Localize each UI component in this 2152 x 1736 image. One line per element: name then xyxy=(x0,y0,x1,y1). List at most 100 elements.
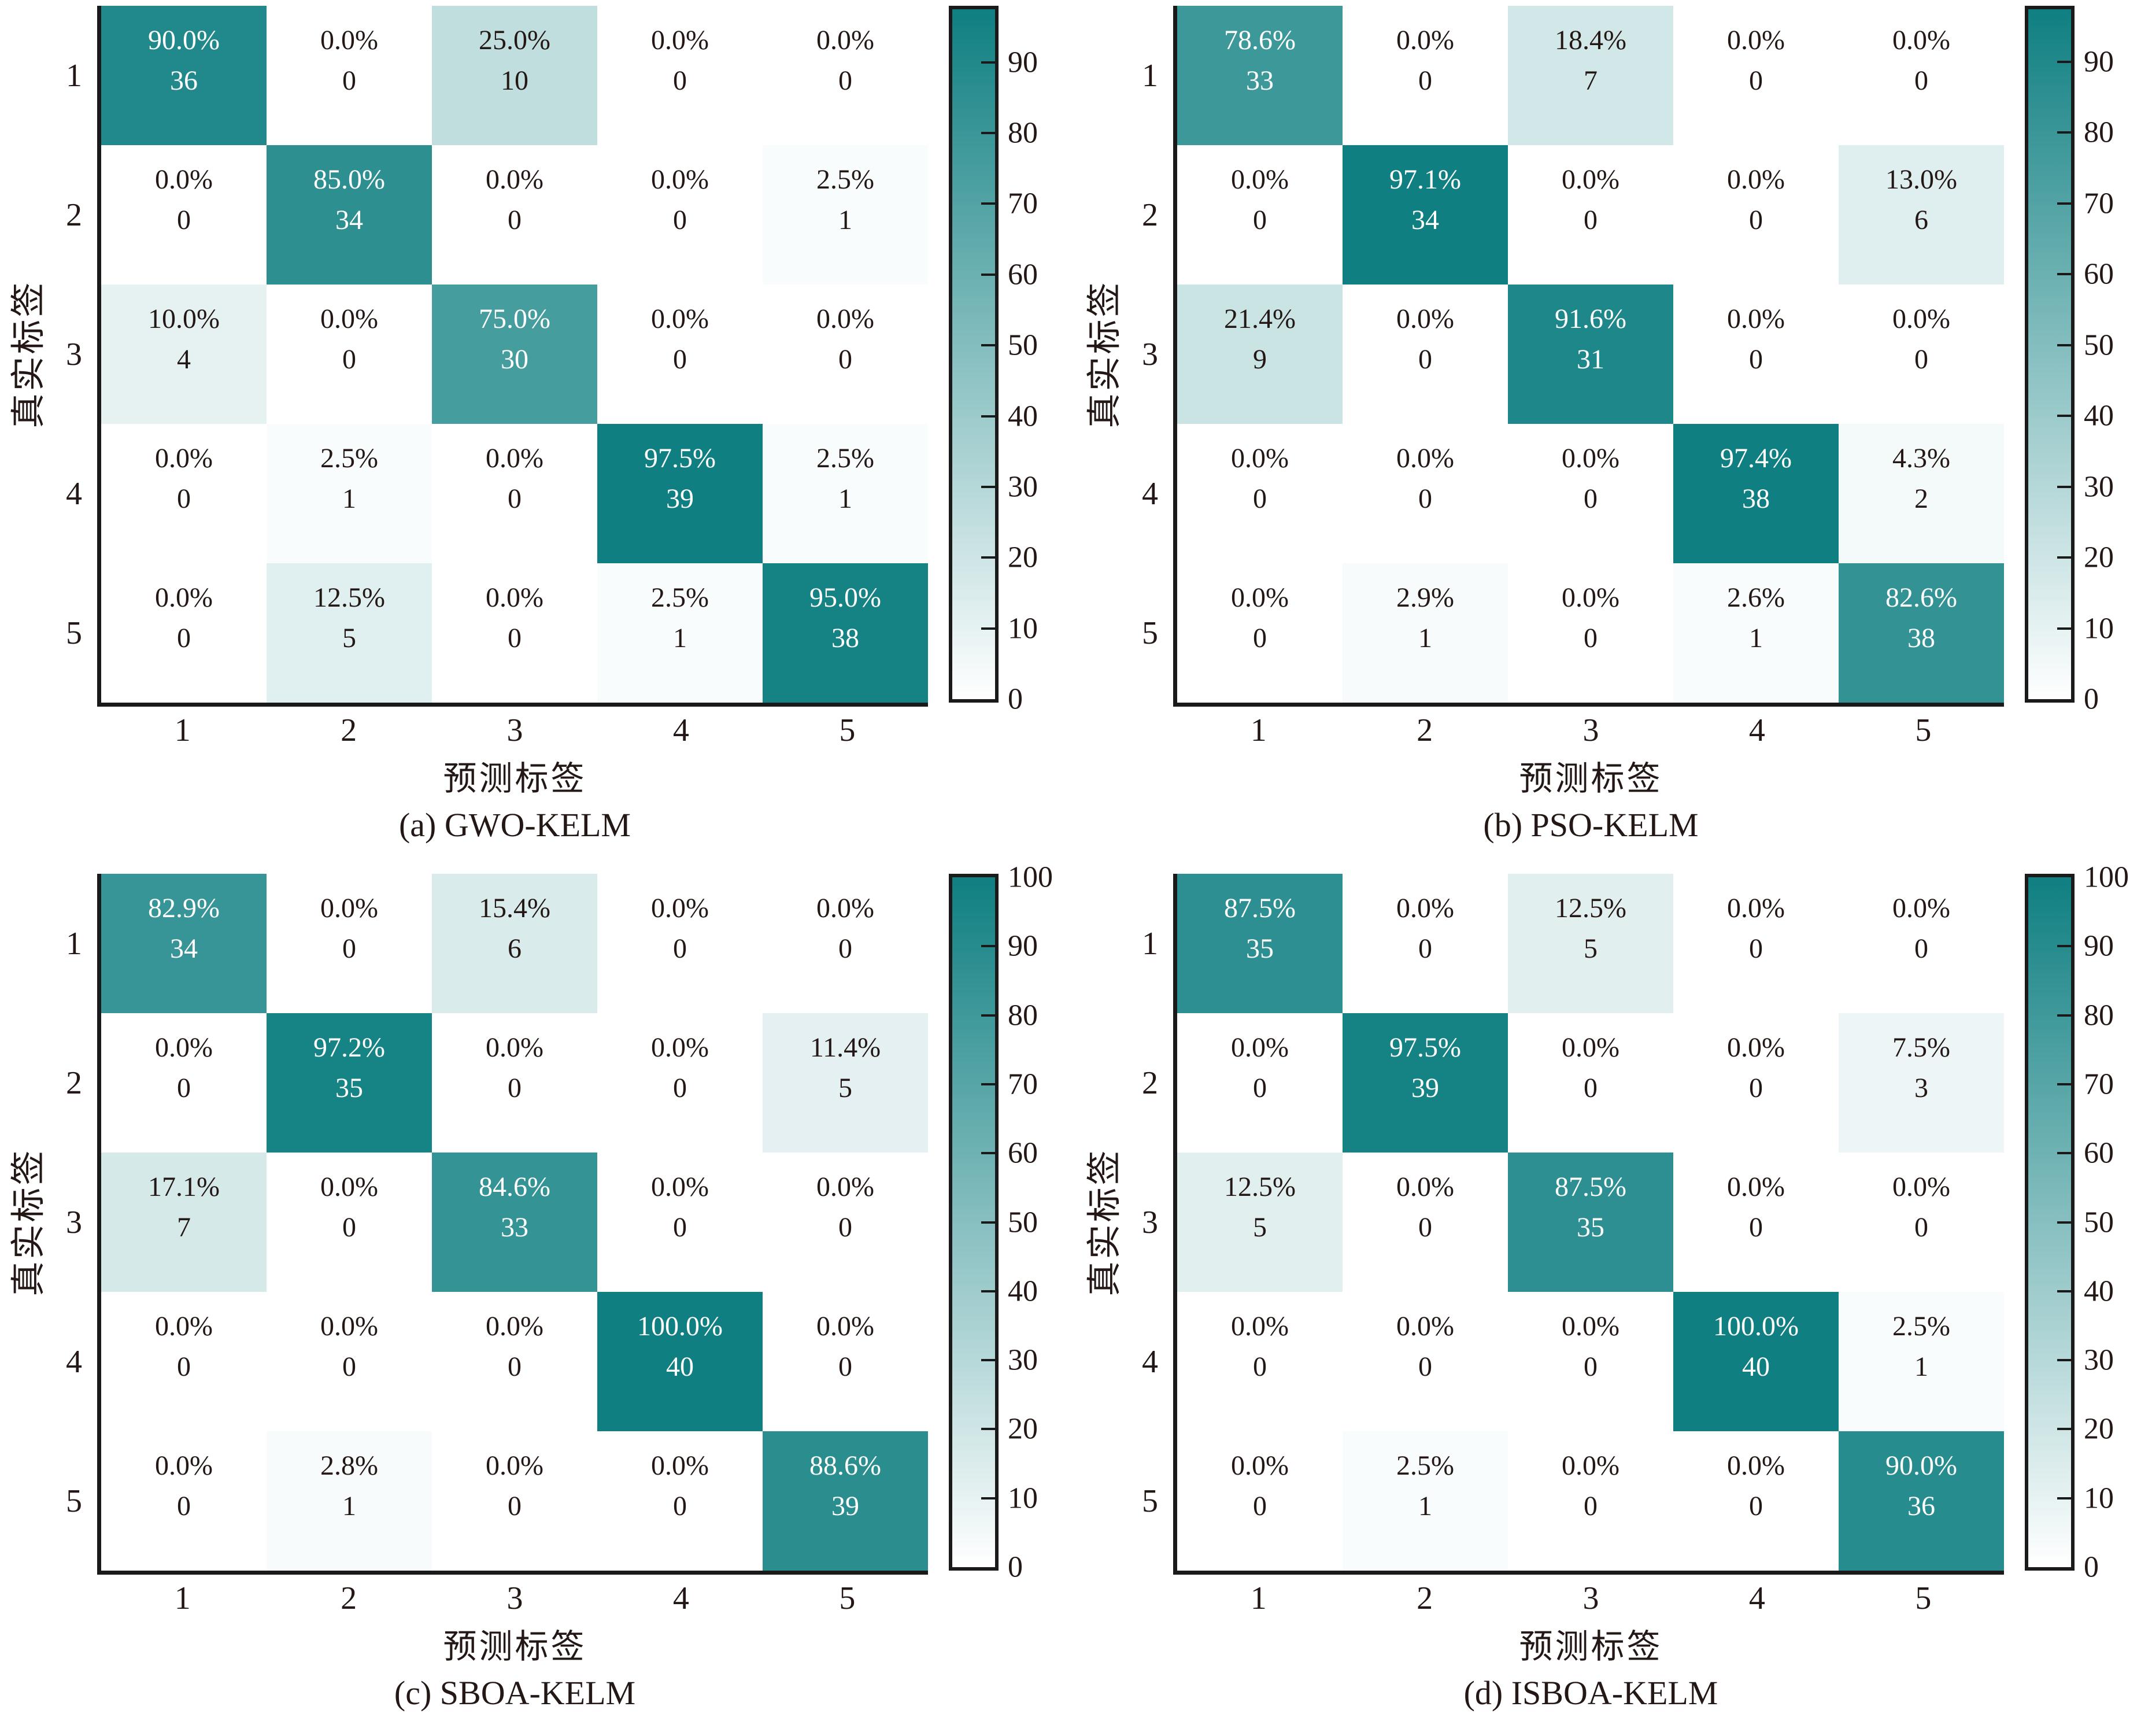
cell-percent: 97.2% xyxy=(313,1032,385,1063)
cell-r4c1: 0.0% 0 xyxy=(101,1292,267,1431)
cell-r4c3: 0.0% 0 xyxy=(432,424,597,563)
cell-percent: 0.0% xyxy=(486,582,543,614)
cell-count: 38 xyxy=(1907,622,1935,653)
y-tick-1: 1 xyxy=(1142,57,1158,94)
x-tick-2: 2 xyxy=(1417,712,1433,748)
cell-count: 0 xyxy=(508,622,522,653)
y-tick-5: 5 xyxy=(1142,1483,1158,1519)
cell-percent: 0.0% xyxy=(1562,1032,1619,1063)
cell-count: 0 xyxy=(1253,1072,1267,1103)
cell-r2c2: 97.2% 35 xyxy=(267,1013,432,1153)
cell-count: 0 xyxy=(1584,483,1598,514)
colorbar-tick-mark-70 xyxy=(2057,202,2071,205)
colorbar-tick-label-20: 20 xyxy=(1008,1412,1038,1446)
cell-percent: 18.4% xyxy=(1555,25,1626,56)
cell-count: 0 xyxy=(342,343,356,375)
colorbar-d: 0 10 20 30 40 50 60 70 80 90 100 xyxy=(2025,861,2146,1584)
panel-b: 真实标签 1 2 3 4 5 78.6% 33 0.0% 0 18.4% 7 0.0% 0 0.0% 0 0.0… xyxy=(1076,0,2152,868)
cell-percent: 12.5% xyxy=(1224,1172,1296,1203)
x-tick-4: 4 xyxy=(672,712,689,748)
y-tick-3: 3 xyxy=(66,336,82,372)
cell-percent: 0.0% xyxy=(651,893,709,924)
cell-percent: 0.0% xyxy=(1396,893,1454,924)
cell-percent: 4.3% xyxy=(1892,443,1950,474)
cell-r3c1: 10.0% 4 xyxy=(101,285,267,424)
cell-r1c2: 0.0% 0 xyxy=(1343,874,1508,1013)
cell-percent: 0.0% xyxy=(486,164,543,195)
cell-percent: 2.5% xyxy=(1892,1311,1950,1342)
y-axis-label-b: 真实标签 xyxy=(1078,6,1125,703)
cell-percent: 0.0% xyxy=(1727,1172,1785,1203)
cell-r5c5: 82.6% 38 xyxy=(1839,563,2004,703)
cell-percent: 0.0% xyxy=(651,25,709,56)
cell-count: 33 xyxy=(1246,65,1274,96)
colorbar-tick-label-0: 0 xyxy=(2084,1550,2099,1584)
cell-percent: 0.0% xyxy=(155,1450,213,1482)
cell-count: 5 xyxy=(838,1072,852,1103)
y-axis-label-text: 真实标签 xyxy=(1085,1148,1124,1297)
cell-count: 1 xyxy=(342,1490,356,1521)
colorbar-tick-mark-40 xyxy=(981,415,995,418)
cell-percent: 0.0% xyxy=(651,164,709,195)
colorbar-tick-label-70: 70 xyxy=(2084,1068,2114,1101)
cell-count: 0 xyxy=(1253,483,1267,514)
colorbar-tick-label-50: 50 xyxy=(1008,1206,1038,1239)
cell-percent: 0.0% xyxy=(320,25,378,56)
x-tick-1: 1 xyxy=(1250,712,1267,748)
cell-r5c5: 95.0% 38 xyxy=(763,563,928,703)
cell-r4c4: 97.4% 38 xyxy=(1673,424,1839,563)
colorbar-gradient xyxy=(2025,6,2075,703)
cell-count: 0 xyxy=(1418,933,1432,964)
y-tick-1: 1 xyxy=(1142,925,1158,962)
cell-r4c1: 0.0% 0 xyxy=(1177,424,1343,563)
colorbar-tick-label-50: 50 xyxy=(2084,1206,2114,1239)
cell-r4c1: 0.0% 0 xyxy=(101,424,267,563)
subplot-title-d: (d) ISBOA-KELM xyxy=(1463,1674,1718,1712)
cell-count: 0 xyxy=(838,343,852,375)
colorbar-tick-mark-90 xyxy=(981,945,995,948)
cell-count: 30 xyxy=(501,343,528,375)
cell-percent: 88.6% xyxy=(809,1450,881,1482)
cell-count: 35 xyxy=(1246,933,1274,964)
cell-count: 0 xyxy=(177,1490,191,1521)
cell-count: 0 xyxy=(508,1351,522,1382)
cell-count: 0 xyxy=(838,933,852,964)
cell-percent: 0.0% xyxy=(1562,1311,1619,1342)
heatmap-d: 87.5% 35 0.0% 0 12.5% 5 0.0% 0 0.0% 0 0.0% 0 97.5% 39… xyxy=(1173,874,2004,1575)
cell-r3c5: 0.0% 0 xyxy=(1839,285,2004,424)
cell-count: 0 xyxy=(1914,1211,1928,1243)
y-tick-2: 2 xyxy=(66,1065,82,1101)
cell-percent: 97.5% xyxy=(644,443,716,474)
cell-percent: 0.0% xyxy=(1892,893,1950,924)
cell-percent: 2.5% xyxy=(1396,1450,1454,1482)
cell-percent: 0.0% xyxy=(486,1032,543,1063)
colorbar-tick-label-20: 20 xyxy=(1008,541,1038,574)
cell-percent: 12.5% xyxy=(313,582,385,614)
cell-r2c2: 97.1% 34 xyxy=(1343,145,1508,285)
x-tick-3: 3 xyxy=(1582,712,1599,748)
cell-count: 0 xyxy=(673,343,687,375)
cell-r4c2: 0.0% 0 xyxy=(1343,424,1508,563)
colorbar-tick-mark-50 xyxy=(2057,1221,2071,1224)
colorbar-tick-label-70: 70 xyxy=(1008,1068,1038,1101)
cell-percent: 0.0% xyxy=(816,1172,874,1203)
colorbar-tick-mark-30 xyxy=(981,485,995,488)
cell-r5c2: 2.8% 1 xyxy=(267,1431,432,1571)
cell-percent: 2.5% xyxy=(816,443,874,474)
y-tick-4: 4 xyxy=(66,475,82,512)
cell-count: 36 xyxy=(170,65,198,96)
cell-count: 39 xyxy=(831,1490,859,1521)
cell-percent: 84.6% xyxy=(479,1172,550,1203)
cell-r2c5: 13.0% 6 xyxy=(1839,145,2004,285)
cell-percent: 0.0% xyxy=(816,1311,874,1342)
colorbar-tick-label-40: 40 xyxy=(1008,400,1038,433)
y-tick-3: 3 xyxy=(1142,1204,1158,1240)
colorbar-tick-label-60: 60 xyxy=(2084,1136,2114,1170)
cell-percent: 0.0% xyxy=(155,164,213,195)
colorbar-tick-mark-70 xyxy=(2057,1083,2071,1085)
colorbar-gradient xyxy=(949,874,999,1571)
cell-count: 35 xyxy=(1577,1211,1604,1243)
colorbar-tick-label-80: 80 xyxy=(1008,116,1038,150)
colorbar-tick-mark-70 xyxy=(981,202,995,205)
cell-count: 0 xyxy=(342,1211,356,1243)
